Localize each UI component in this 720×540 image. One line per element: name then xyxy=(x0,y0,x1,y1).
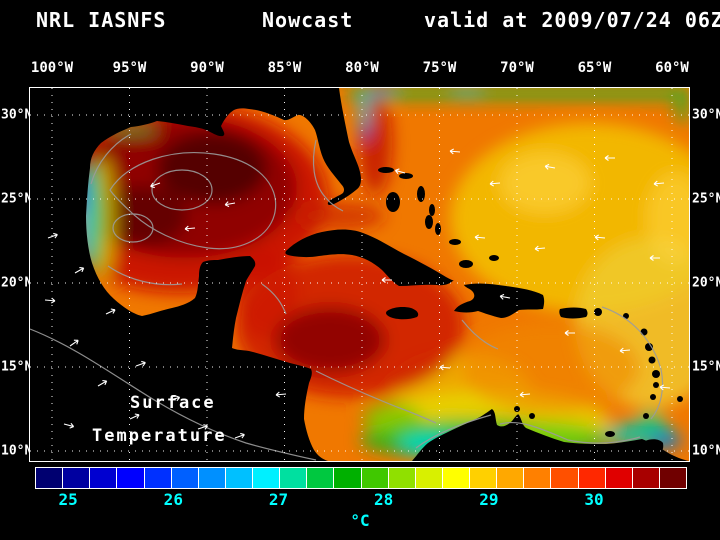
lat-label: 20°N xyxy=(1,275,33,291)
colorbar-cell xyxy=(578,468,605,488)
colorbar-cell xyxy=(632,468,659,488)
colorbar-cell xyxy=(497,468,524,488)
land-trinidad xyxy=(645,439,664,455)
colorbar-cell xyxy=(415,468,442,488)
colorbar-cell xyxy=(388,468,415,488)
colorbar-cell xyxy=(63,468,90,488)
colorbar-cell xyxy=(225,468,252,488)
colorbar-cell xyxy=(605,468,632,488)
lat-label: 30°N xyxy=(1,107,33,123)
colorbar-tick-label: 29 xyxy=(479,490,499,509)
land-cuba xyxy=(285,229,454,286)
lat-label: 15°N xyxy=(1,359,33,375)
land-hispaniola xyxy=(454,283,545,318)
model-name: NRL IASNFS xyxy=(36,8,167,32)
land-jamaica xyxy=(386,307,419,320)
land-puerto-rico xyxy=(559,307,588,319)
graticule xyxy=(30,88,689,461)
map-frame: Surface Temperature xyxy=(29,87,690,462)
lon-label: 90°W xyxy=(190,60,224,76)
lat-labels-left: 30°N 25°N 20°N 15°N 10°N xyxy=(1,88,33,461)
colorbar-cell xyxy=(117,468,144,488)
colorbar-cell xyxy=(551,468,578,488)
lon-label: 65°W xyxy=(577,60,612,76)
sst-map: Surface Temperature xyxy=(30,88,689,461)
land-north-central-america xyxy=(30,88,361,461)
lon-label: 95°W xyxy=(112,60,147,76)
colorbar-tick-label: 30 xyxy=(584,490,604,509)
colorbar-tick-label: 26 xyxy=(163,490,183,509)
colorbar-cell xyxy=(470,468,497,488)
colorbar-cell xyxy=(442,468,469,488)
colorbar-tick-label: 28 xyxy=(374,490,394,509)
colorbar-cell xyxy=(36,468,63,488)
colorbar-cell xyxy=(334,468,361,488)
lon-label: 60°W xyxy=(655,60,689,76)
colorbar-cell xyxy=(361,468,388,488)
colorbar-tick-label: 27 xyxy=(268,490,289,509)
annotation-surface: Surface xyxy=(130,393,216,413)
colorbar-cell xyxy=(90,468,117,488)
colorbar-cell xyxy=(307,468,334,488)
lat-label: 30°N xyxy=(692,107,720,123)
colorbar-cell xyxy=(280,468,307,488)
colorbar-cell xyxy=(198,468,225,488)
lon-label: 75°W xyxy=(422,60,457,76)
lon-label: 85°W xyxy=(267,60,302,76)
lat-label: 10°N xyxy=(1,443,33,459)
colorbar-cell xyxy=(659,468,686,488)
lat-label: 25°N xyxy=(692,191,720,207)
annotation-temperature: Temperature xyxy=(92,426,227,446)
valid-time: valid at 2009/07/24 06Z xyxy=(424,8,720,32)
colorbar xyxy=(35,467,687,489)
colorbar-cell xyxy=(253,468,280,488)
land-bahamas xyxy=(378,167,499,268)
colorbar-unit-label: °C xyxy=(350,511,370,530)
lat-label: 15°N xyxy=(692,359,720,375)
colorbar-cell xyxy=(171,468,198,488)
colorbar-tick-label: 25 xyxy=(58,490,78,509)
lon-labels: 100°W 95°W 90°W 85°W 80°W 75°W 70°W 65°W 60°W xyxy=(30,60,689,78)
colorbar-ticks: 25 26 27 28 29 30 xyxy=(35,490,685,509)
lon-label: 70°W xyxy=(500,60,534,76)
colorbar-cell xyxy=(144,468,171,488)
colorbar-cell xyxy=(524,468,551,488)
land-south-america xyxy=(412,409,689,461)
lat-label: 25°N xyxy=(1,191,33,207)
sst-field xyxy=(32,88,689,461)
lon-label: 100°W xyxy=(30,60,74,76)
land-mask xyxy=(30,88,689,461)
product-name: Nowcast xyxy=(262,8,354,32)
lat-label: 10°N xyxy=(692,443,720,459)
lat-label: 20°N xyxy=(692,275,720,291)
lat-labels-right: 30°N 25°N 20°N 15°N 10°N xyxy=(692,88,720,461)
lon-label: 80°W xyxy=(345,60,379,76)
